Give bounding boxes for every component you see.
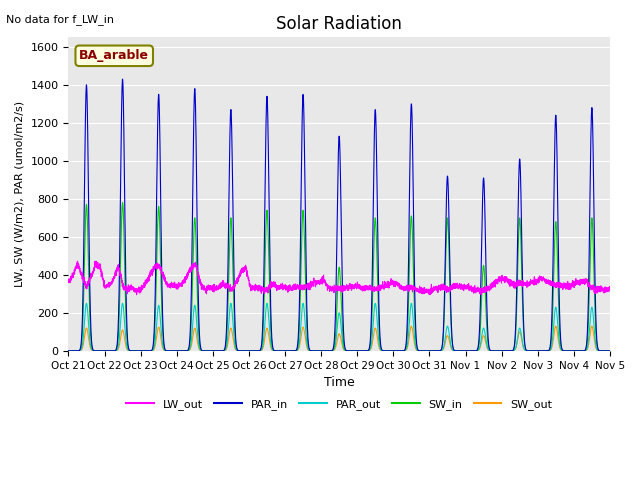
Y-axis label: LW, SW (W/m2), PAR (umol/m2/s): LW, SW (W/m2), PAR (umol/m2/s) xyxy=(15,101,25,287)
Text: BA_arable: BA_arable xyxy=(79,49,149,62)
X-axis label: Time: Time xyxy=(324,376,355,389)
Text: No data for f_LW_in: No data for f_LW_in xyxy=(6,14,115,25)
Title: Solar Radiation: Solar Radiation xyxy=(276,15,402,33)
Legend: LW_out, PAR_in, PAR_out, SW_in, SW_out: LW_out, PAR_in, PAR_out, SW_in, SW_out xyxy=(122,395,557,414)
